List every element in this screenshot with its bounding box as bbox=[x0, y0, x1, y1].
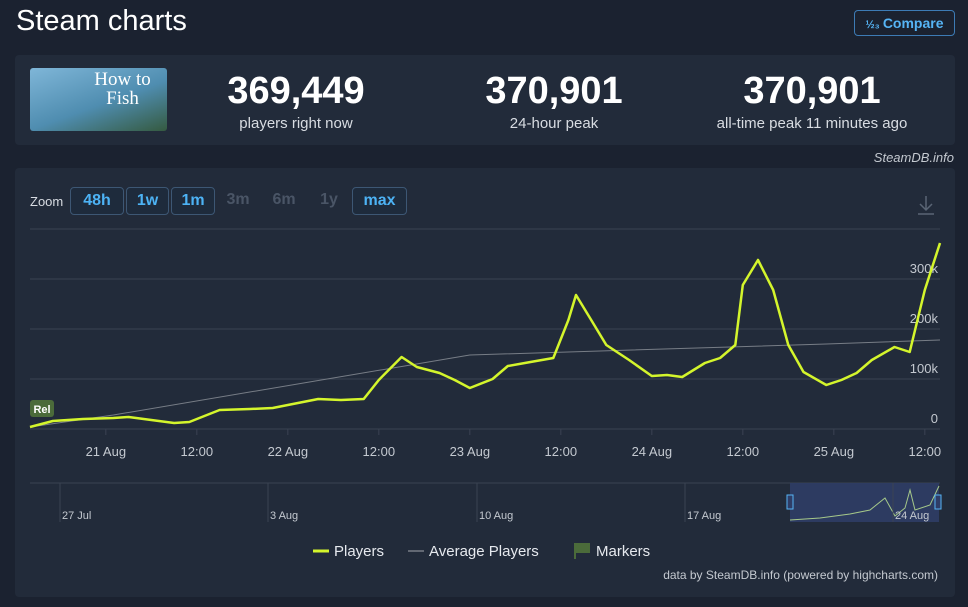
navigator-window bbox=[790, 483, 939, 522]
navigator-handle bbox=[786, 494, 794, 510]
x-tick-label: 21 Aug bbox=[86, 444, 127, 459]
zoom-button: 6m bbox=[272, 191, 296, 208]
x-tick-label: 24 Aug bbox=[632, 444, 673, 459]
stat-value: 370,901 bbox=[743, 70, 881, 112]
legend-label: Average Players bbox=[429, 543, 539, 560]
game-image: How to Fish bbox=[30, 68, 167, 131]
game-image-text: How to Fish bbox=[94, 69, 151, 109]
series-line bbox=[29, 339, 941, 428]
navigator-label: 24 Aug bbox=[895, 510, 929, 522]
legend-label: Players bbox=[334, 543, 384, 560]
y-tick-label: 0 bbox=[931, 411, 938, 426]
legend-marker-icon bbox=[574, 543, 590, 559]
zoom-button: 1y bbox=[320, 191, 338, 208]
stat-label: 24-hour peak bbox=[509, 115, 599, 132]
x-tick-label: 25 Aug bbox=[814, 444, 855, 459]
x-tick-label: 12:00 bbox=[181, 444, 214, 459]
x-tick-label: 12:00 bbox=[545, 444, 578, 459]
navigator-label: 3 Aug bbox=[270, 510, 298, 522]
x-tick-label: 23 Aug bbox=[450, 444, 491, 459]
series-line bbox=[29, 242, 942, 429]
x-tick-label: 22 Aug bbox=[268, 444, 309, 459]
legend-label: Markers bbox=[596, 543, 650, 560]
x-tick-label: 12:00 bbox=[363, 444, 396, 459]
stat-value: 369,449 bbox=[227, 70, 365, 112]
y-tick-label: 200k bbox=[910, 311, 939, 326]
zoom-button[interactable]: 1m bbox=[171, 187, 215, 215]
navigator-handle bbox=[934, 494, 942, 510]
x-tick-label: 12:00 bbox=[909, 444, 942, 459]
zoom-button[interactable]: 1w bbox=[126, 187, 169, 215]
compare-icon: ½₃ bbox=[865, 19, 883, 31]
zoom-label: Zoom bbox=[30, 194, 64, 209]
compare-button[interactable]: ½₃ Compare bbox=[854, 10, 955, 36]
source: SteamDB.info bbox=[873, 150, 954, 165]
navigator-label: 27 Jul bbox=[62, 510, 91, 522]
y-tick-label: 100k bbox=[910, 361, 939, 376]
stats-panel bbox=[15, 55, 955, 145]
stat-value: 370,901 bbox=[485, 70, 623, 112]
marker-flag bbox=[30, 400, 54, 417]
zoom-button[interactable]: 48h bbox=[70, 187, 124, 215]
page-title: Steam charts bbox=[16, 5, 187, 37]
zoom-button[interactable]: max bbox=[352, 187, 407, 215]
navigator-label: 17 Aug bbox=[687, 510, 721, 522]
x-tick-label: 12:00 bbox=[727, 444, 760, 459]
navigator-line bbox=[789, 485, 940, 521]
stat-label: players right now bbox=[239, 115, 353, 132]
credits: data by SteamDB.info (powered by highcha… bbox=[663, 568, 938, 582]
zoom-button: 3m bbox=[226, 191, 250, 208]
marker-label: Rel bbox=[33, 404, 50, 416]
compare-label: Compare bbox=[882, 15, 944, 31]
navigator-label: 10 Aug bbox=[479, 510, 513, 522]
stat-label: all-time peak 11 minutes ago bbox=[716, 115, 908, 132]
download-icon[interactable] bbox=[918, 196, 934, 215]
